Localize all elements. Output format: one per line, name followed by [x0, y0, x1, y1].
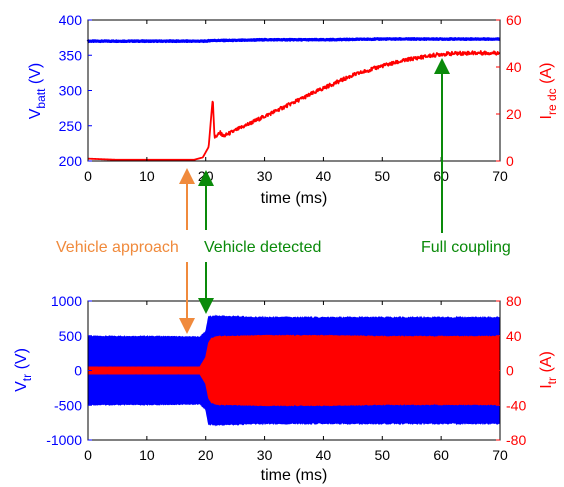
vehicle-approach-label: Vehicle approach	[56, 239, 179, 256]
bottom-x-tick-label: 70	[492, 447, 508, 463]
top-left-label-sub: batt	[34, 88, 48, 109]
bottom-series-layer	[87, 314, 501, 427]
top-left-label-main: V	[27, 108, 44, 119]
top-series-line-right	[87, 50, 501, 161]
top-right-tick-label: 0	[506, 153, 514, 169]
top-left-axis-label: Vbatt (V)	[27, 63, 48, 119]
bottom-left-label-unit: (V)	[13, 348, 30, 374]
bottom-right-tick-label: 80	[506, 293, 522, 309]
bottom-left-tick-label: 500	[59, 328, 83, 344]
bottom-right-tick-label: -80	[506, 432, 526, 448]
top-left-tick-label: 250	[59, 118, 83, 134]
top-right-axis-label: Ire dc (A)	[538, 63, 559, 120]
top-x-tick-label: 40	[316, 168, 332, 184]
bottom-right-axis-label: Itr (A)	[538, 351, 559, 389]
annotation-layer: Vehicle approach Vehicle detected Full c…	[56, 58, 511, 334]
top-series-line-left	[86, 37, 502, 44]
bottom-right-label-main: I	[538, 384, 555, 388]
top-x-tick-label: 0	[84, 168, 92, 184]
bottom-right-tick-label: 40	[506, 328, 522, 344]
top-left-tick-label: 200	[59, 153, 83, 169]
top-chart: 0102030405060702002503003504000204060 ti…	[27, 12, 559, 207]
top-right-tick-label: 60	[506, 12, 522, 28]
top-right-tick-label: 20	[506, 106, 522, 122]
bottom-x-tick-label: 0	[84, 447, 92, 463]
top-right-label-sub: re dc	[545, 88, 559, 115]
top-left-tick-label: 300	[59, 83, 83, 99]
bottom-x-tick-label: 60	[433, 447, 449, 463]
top-right-label-main: I	[538, 115, 555, 119]
bottom-x-tick-label: 40	[316, 447, 332, 463]
bottom-left-label-sub: tr	[20, 374, 34, 381]
bottom-left-tick-label: 0	[74, 363, 82, 379]
bottom-right-label-sub: tr	[545, 377, 559, 384]
top-x-axis-label: time (ms)	[261, 190, 328, 207]
top-left-tick-label: 350	[59, 47, 83, 63]
bottom-tick-layer: 0 10 20 30 40 50 60 70 -1000 -500 0 500 1000 -80 -40 0 4…	[46, 293, 526, 463]
bottom-x-axis-label: time (ms)	[261, 467, 328, 484]
bottom-left-label-main: V	[13, 381, 30, 392]
top-tick-layer: 0102030405060702002503003504000204060	[59, 12, 522, 184]
top-left-label-unit: (V)	[27, 63, 44, 89]
vehicle-detected-label: Vehicle detected	[204, 239, 321, 256]
full-coupling-label: Full coupling	[421, 239, 511, 256]
top-right-label-unit: (A)	[538, 63, 555, 89]
bottom-chart: 0 10 20 30 40 50 60 70 -1000 -500 0 500 1000 -80 -40 0 4…	[13, 293, 559, 484]
bottom-x-tick-label: 20	[198, 447, 214, 463]
top-x-tick-label: 70	[492, 168, 508, 184]
bottom-left-axis-label: Vtr (V)	[13, 348, 34, 392]
bottom-x-tick-label: 10	[139, 447, 155, 463]
bottom-right-tick-label: 0	[506, 363, 514, 379]
bottom-x-tick-label: 50	[374, 447, 390, 463]
bottom-x-tick-label: 30	[257, 447, 273, 463]
bottom-left-tick-label: 1000	[51, 293, 82, 309]
top-left-tick-label: 400	[59, 12, 83, 28]
top-x-tick-label: 30	[257, 168, 273, 184]
bottom-left-tick-label: -1000	[46, 432, 82, 448]
top-x-tick-label: 50	[374, 168, 390, 184]
bottom-right-label-unit: (A)	[538, 351, 555, 377]
top-x-tick-label: 10	[139, 168, 155, 184]
top-right-tick-label: 40	[506, 59, 522, 75]
bottom-left-tick-label: -500	[54, 397, 82, 413]
top-series-layer	[86, 37, 502, 161]
bottom-right-tick-label: -40	[506, 397, 526, 413]
